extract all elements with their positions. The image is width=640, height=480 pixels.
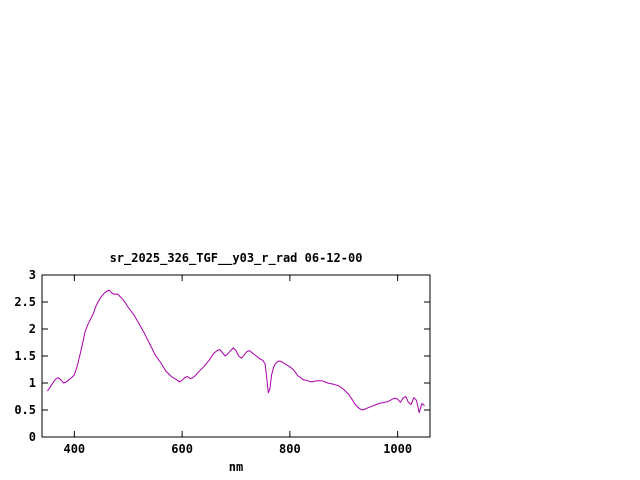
x-tick-label: 1000 [383, 442, 412, 456]
x-tick-label: 400 [63, 442, 85, 456]
x-axis-label: nm [229, 460, 243, 474]
x-tick-label: 600 [171, 442, 193, 456]
y-tick-label: 2.5 [14, 295, 36, 309]
y-tick-label: 2 [29, 322, 36, 336]
y-tick-label: 0.5 [14, 403, 36, 417]
plot-border [41, 274, 431, 438]
x-tick-label: 800 [279, 442, 301, 456]
y-tick-label: 1 [29, 376, 36, 390]
y-tick-label: 0 [29, 430, 36, 444]
y-tick-label: 3 [29, 268, 36, 282]
spectrum-line [46, 289, 425, 414]
chart-title: sr_2025_326_TGF__y03_r_rad 06-12-00 [110, 251, 363, 266]
plot-area: 400 600 800 1000 0 0.5 1 1.5 2 2.5 3 [14, 268, 431, 456]
y-tick-label: 1.5 [14, 349, 36, 363]
